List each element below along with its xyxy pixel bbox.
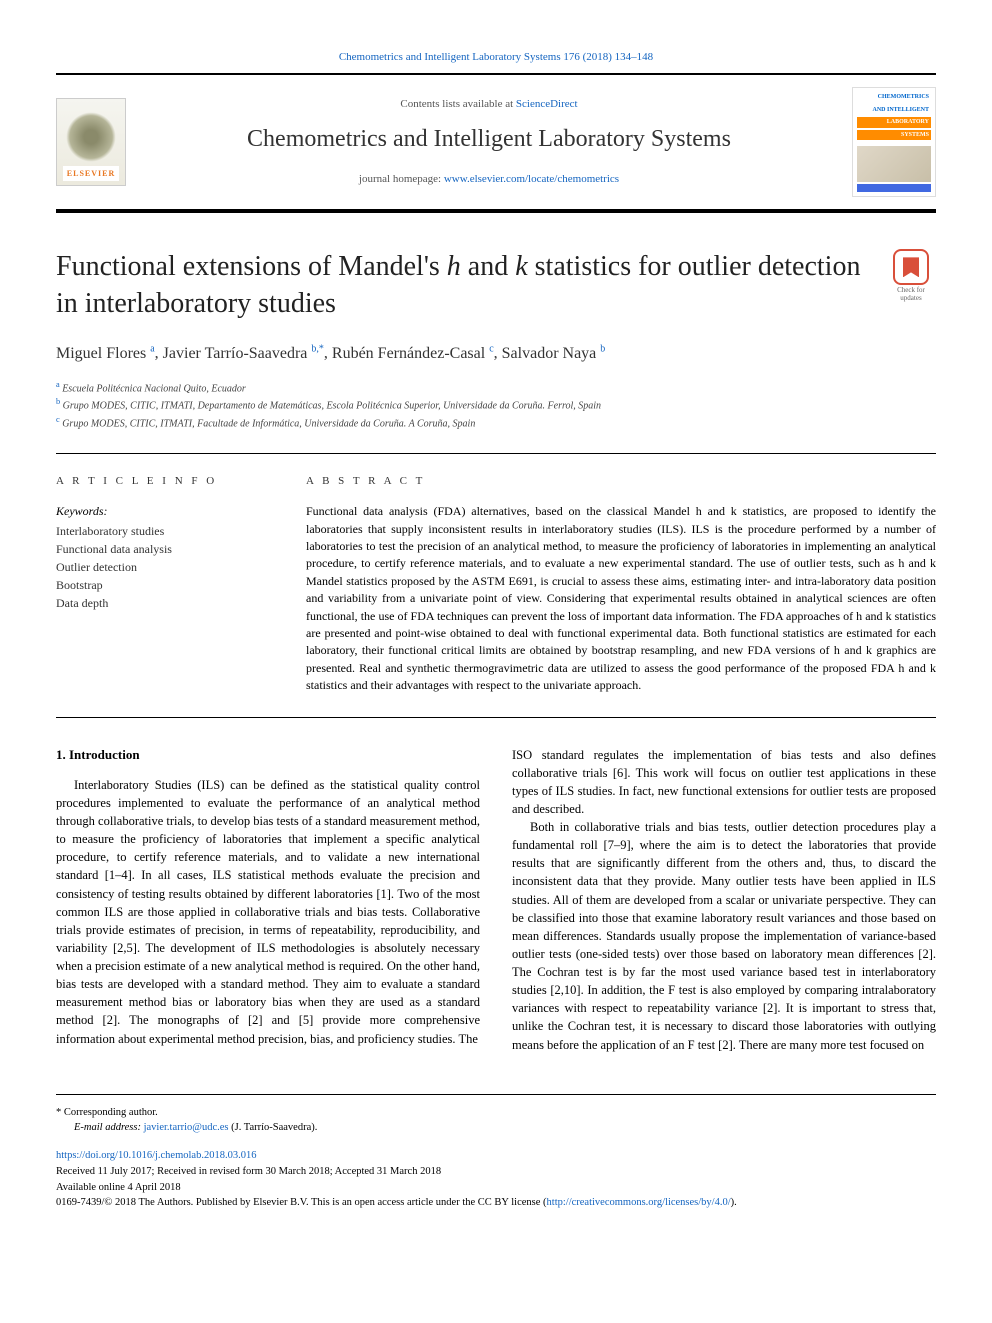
received-dates: Received 11 July 2017; Received in revis…: [56, 1164, 936, 1180]
title-k: k: [515, 251, 527, 282]
top-citation-link[interactable]: Chemometrics and Intelligent Laboratory …: [56, 50, 936, 65]
author-3: Rubén Fernández-Casal c: [332, 345, 494, 362]
body-column-right: ISO standard regulates the implementatio…: [512, 746, 936, 1054]
copyright-line: 0169-7439/© 2018 The Authors. Published …: [56, 1195, 936, 1211]
contents-prefix: Contents lists available at: [400, 98, 515, 110]
check-updates-button[interactable]: Check forupdates: [886, 249, 936, 302]
cover-line-4: SYSTEMS: [857, 130, 931, 140]
author-4: Salvador Naya b: [502, 345, 606, 362]
article-info-heading: A R T I C L E I N F O: [56, 474, 266, 489]
article-info-column: A R T I C L E I N F O Keywords: Interlab…: [56, 474, 266, 695]
journal-cover-thumbnail[interactable]: CHEMOMETRICS AND INTELLIGENT LABORATORY …: [852, 87, 936, 197]
header-center: Contents lists available at ScienceDirec…: [140, 97, 838, 187]
article-title: Functional extensions of Mandel's h and …: [56, 249, 866, 322]
abstract-column: A B S T R A C T Functional data analysis…: [306, 474, 936, 695]
title-h: h: [447, 251, 461, 282]
title-part1: Functional extensions of Mandel's: [56, 251, 447, 282]
page-footer: * Corresponding author. E-mail address: …: [56, 1094, 936, 1212]
email-line: E-mail address: javier.tarrio@udc.es (J.…: [56, 1120, 936, 1136]
cover-footer-bar: [857, 184, 931, 192]
journal-header: ELSEVIER Contents lists available at Sci…: [56, 73, 936, 213]
email-link[interactable]: javier.tarrio@udc.es: [144, 1122, 229, 1133]
corresponding-author: * Corresponding author.: [56, 1105, 936, 1121]
title-and: and: [461, 251, 515, 282]
intro-text-col2: ISO standard regulates the implementatio…: [512, 746, 936, 1054]
cover-line-3: LABORATORY: [857, 117, 931, 127]
bookmark-icon: [903, 257, 919, 277]
author-2: Javier Tarrío-Saavedra b,*: [163, 345, 324, 362]
affiliation-c: c Grupo MODES, CITIC, ITMATI, Facultade …: [56, 414, 936, 431]
abstract-text: Functional data analysis (FDA) alternati…: [306, 503, 936, 694]
intro-heading: 1. Introduction: [56, 746, 480, 764]
affiliation-b: b Grupo MODES, CITIC, ITMATI, Departamen…: [56, 396, 936, 413]
check-updates-label: Check forupdates: [897, 287, 925, 302]
homepage-prefix: journal homepage:: [359, 173, 444, 185]
journal-name: Chemometrics and Intelligent Laboratory …: [140, 123, 838, 157]
affiliation-a: a Escuela Politécnica Nacional Quito, Ec…: [56, 379, 936, 396]
abstract-heading: A B S T R A C T: [306, 474, 936, 489]
homepage-line: journal homepage: www.elsevier.com/locat…: [140, 172, 838, 187]
elsevier-logo[interactable]: ELSEVIER: [56, 98, 126, 186]
body-column-left: 1. Introduction Interlaboratory Studies …: [56, 746, 480, 1054]
keyword-3: Outlier detection: [56, 558, 266, 576]
elsevier-tree-icon: [66, 112, 116, 162]
sciencedirect-link[interactable]: ScienceDirect: [516, 98, 578, 110]
available-date: Available online 4 April 2018: [56, 1180, 936, 1196]
elsevier-label: ELSEVIER: [63, 166, 119, 181]
intro-text-col1: Interlaboratory Studies (ILS) can be def…: [56, 776, 480, 1048]
keywords-label: Keywords:: [56, 503, 266, 520]
cover-line-2: AND INTELLIGENT: [857, 105, 931, 115]
homepage-link[interactable]: www.elsevier.com/locate/chemometrics: [444, 173, 619, 185]
cover-line-1: CHEMOMETRICS: [857, 92, 931, 102]
check-updates-icon: [893, 249, 929, 285]
keyword-4: Bootstrap: [56, 576, 266, 594]
keyword-1: Interlaboratory studies: [56, 522, 266, 540]
license-link[interactable]: http://creativecommons.org/licenses/by/4…: [547, 1197, 731, 1208]
contents-line: Contents lists available at ScienceDirec…: [140, 97, 838, 112]
cover-image-icon: [857, 146, 931, 182]
keyword-2: Functional data analysis: [56, 540, 266, 558]
keyword-5: Data depth: [56, 594, 266, 612]
author-list: Miguel Flores a, Javier Tarrío-Saavedra …: [56, 342, 936, 365]
author-1: Miguel Flores a: [56, 345, 155, 362]
affiliations: a Escuela Politécnica Nacional Quito, Ec…: [56, 379, 936, 431]
doi-link[interactable]: https://doi.org/10.1016/j.chemolab.2018.…: [56, 1148, 936, 1164]
